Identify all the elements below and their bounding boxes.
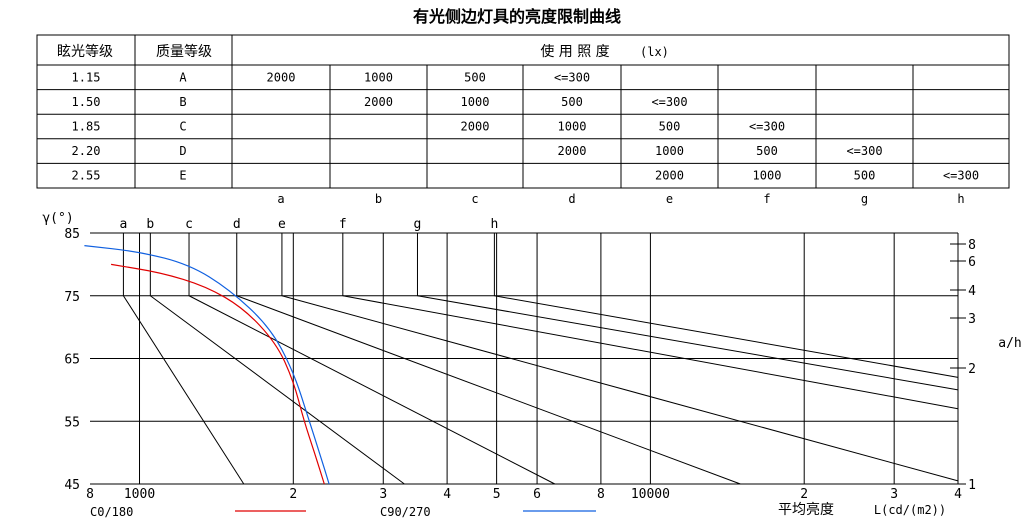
quality-class-header: 质量等级 bbox=[156, 43, 212, 60]
y-tick-label: 55 bbox=[64, 415, 80, 430]
c0-180-curve bbox=[111, 263, 325, 485]
illuminance-cell: <=300 bbox=[651, 95, 687, 109]
x-tick-label: 10000 bbox=[631, 487, 670, 502]
table-curve-letter: f bbox=[763, 192, 770, 206]
table-curve-letter: g bbox=[861, 192, 868, 206]
glare-class-cell: 1.15 bbox=[72, 70, 101, 84]
chart-title: 有光侧边灯具的亮度限制曲线 bbox=[413, 7, 621, 26]
x-tick-label: 4 bbox=[954, 487, 962, 502]
illuminance-unit: (lx) bbox=[640, 45, 669, 59]
limit-curve-diagonal bbox=[150, 295, 405, 485]
glare-class-header: 眩光等级 bbox=[57, 43, 113, 60]
table-curve-letter: d bbox=[568, 192, 575, 206]
limit-curve-label: e bbox=[278, 217, 286, 232]
x-tick-label: 1000 bbox=[124, 487, 155, 502]
x-axis-label: 平均亮度 bbox=[778, 501, 834, 518]
limit-curve-label: d bbox=[233, 217, 241, 232]
illuminance-cell: <=300 bbox=[554, 70, 590, 84]
x-tick-label: 4 bbox=[443, 487, 451, 502]
illuminance-cell: 2000 bbox=[558, 144, 587, 158]
limit-curve-diagonal bbox=[188, 295, 556, 485]
illuminance-cell: <=300 bbox=[943, 169, 979, 183]
illuminance-cell: 2000 bbox=[267, 70, 296, 84]
x-tick-label: 8 bbox=[597, 487, 605, 502]
illuminance-cell: 1000 bbox=[364, 70, 393, 84]
quality-class-cell: B bbox=[179, 95, 186, 109]
illuminance-cell: 500 bbox=[854, 169, 876, 183]
x-tick-label: 6 bbox=[533, 487, 541, 502]
glare-class-cell: 2.55 bbox=[72, 169, 101, 183]
limit-curve-label: f bbox=[339, 217, 347, 232]
legend-c90-label: C90/270 bbox=[380, 505, 431, 519]
illuminance-cell: <=300 bbox=[846, 144, 882, 158]
y-tick-label: 85 bbox=[64, 227, 80, 242]
illuminance-cell: 2000 bbox=[461, 120, 490, 134]
illuminance-cell: 500 bbox=[756, 144, 778, 158]
y-tick-label: 75 bbox=[64, 290, 80, 305]
table-curve-letter: b bbox=[375, 192, 382, 206]
table-curve-letter: h bbox=[957, 192, 964, 206]
right-axis-tick-label: 4 bbox=[968, 284, 976, 299]
limit-curve-label: g bbox=[414, 217, 422, 232]
limit-curve-label: h bbox=[490, 217, 498, 232]
illuminance-cell: 1000 bbox=[753, 169, 782, 183]
glare-class-cell: 1.85 bbox=[72, 120, 101, 134]
illuminance-cell: 1000 bbox=[461, 95, 490, 109]
right-axis-label: a/h bbox=[998, 336, 1021, 351]
illuminance-cell: <=300 bbox=[749, 120, 785, 134]
x-tick-label: 5 bbox=[493, 487, 501, 502]
limit-curve-diagonal bbox=[122, 295, 245, 485]
limit-curve-label: c bbox=[185, 217, 193, 232]
legend: C0/180 C90/270 bbox=[90, 505, 596, 519]
illuminance-cell: 500 bbox=[561, 95, 583, 109]
illuminance-cell: 1000 bbox=[655, 144, 684, 158]
x-tick-label: 2 bbox=[800, 487, 808, 502]
right-axis-tick-label: 6 bbox=[968, 255, 976, 270]
limit-curve-diagonal bbox=[281, 295, 959, 482]
illuminance-header: 使 用 照 度 bbox=[540, 43, 609, 60]
x-tick-label: 3 bbox=[890, 487, 898, 502]
right-axis-tick-label: 3 bbox=[968, 312, 976, 327]
x-tick-label: 2 bbox=[289, 487, 297, 502]
illuminance-cell: 500 bbox=[659, 120, 681, 134]
right-axis-tick-label: 2 bbox=[968, 362, 976, 377]
right-axis-tick-label: 1 bbox=[968, 478, 976, 493]
limit-curve-diagonal bbox=[417, 295, 959, 391]
legend-c0-label: C0/180 bbox=[90, 505, 133, 519]
table-curve-letter: c bbox=[471, 192, 478, 206]
illuminance-cell: 2000 bbox=[655, 169, 684, 183]
x-axis-unit: L(cd/(m2)) bbox=[874, 503, 946, 517]
limit-curve-diagonal bbox=[494, 295, 959, 378]
limit-curve-label: b bbox=[146, 217, 154, 232]
limit-curve-label: a bbox=[119, 217, 127, 232]
illuminance-cell: 1000 bbox=[558, 120, 587, 134]
y-tick-label: 45 bbox=[64, 478, 80, 493]
x-tick-label: 8 bbox=[86, 487, 94, 502]
y-tick-label: 65 bbox=[64, 353, 80, 368]
quality-class-cell: A bbox=[179, 70, 187, 84]
c90-270-curve bbox=[84, 245, 330, 485]
illuminance-cell: 2000 bbox=[364, 95, 393, 109]
y-axis-label: γ(°) bbox=[42, 211, 73, 226]
quality-class-cell: E bbox=[179, 169, 186, 183]
x-tick-label: 3 bbox=[379, 487, 387, 502]
glare-class-cell: 1.50 bbox=[72, 95, 101, 109]
glare-class-cell: 2.20 bbox=[72, 144, 101, 158]
table-curve-letter: e bbox=[666, 192, 673, 206]
table-curve-letter: a bbox=[277, 192, 284, 206]
right-axis-tick-label: 8 bbox=[968, 238, 976, 253]
illuminance-cell: 500 bbox=[464, 70, 486, 84]
limit-curve-diagonal bbox=[236, 295, 741, 485]
quality-class-cell: C bbox=[179, 120, 186, 134]
limit-curve-diagonal bbox=[342, 295, 959, 410]
table-body: 1.15 A 2000 1000 500 <=300 1.50 B 2000 1000 500 <=3… bbox=[37, 35, 1009, 206]
quality-class-cell: D bbox=[179, 144, 186, 158]
